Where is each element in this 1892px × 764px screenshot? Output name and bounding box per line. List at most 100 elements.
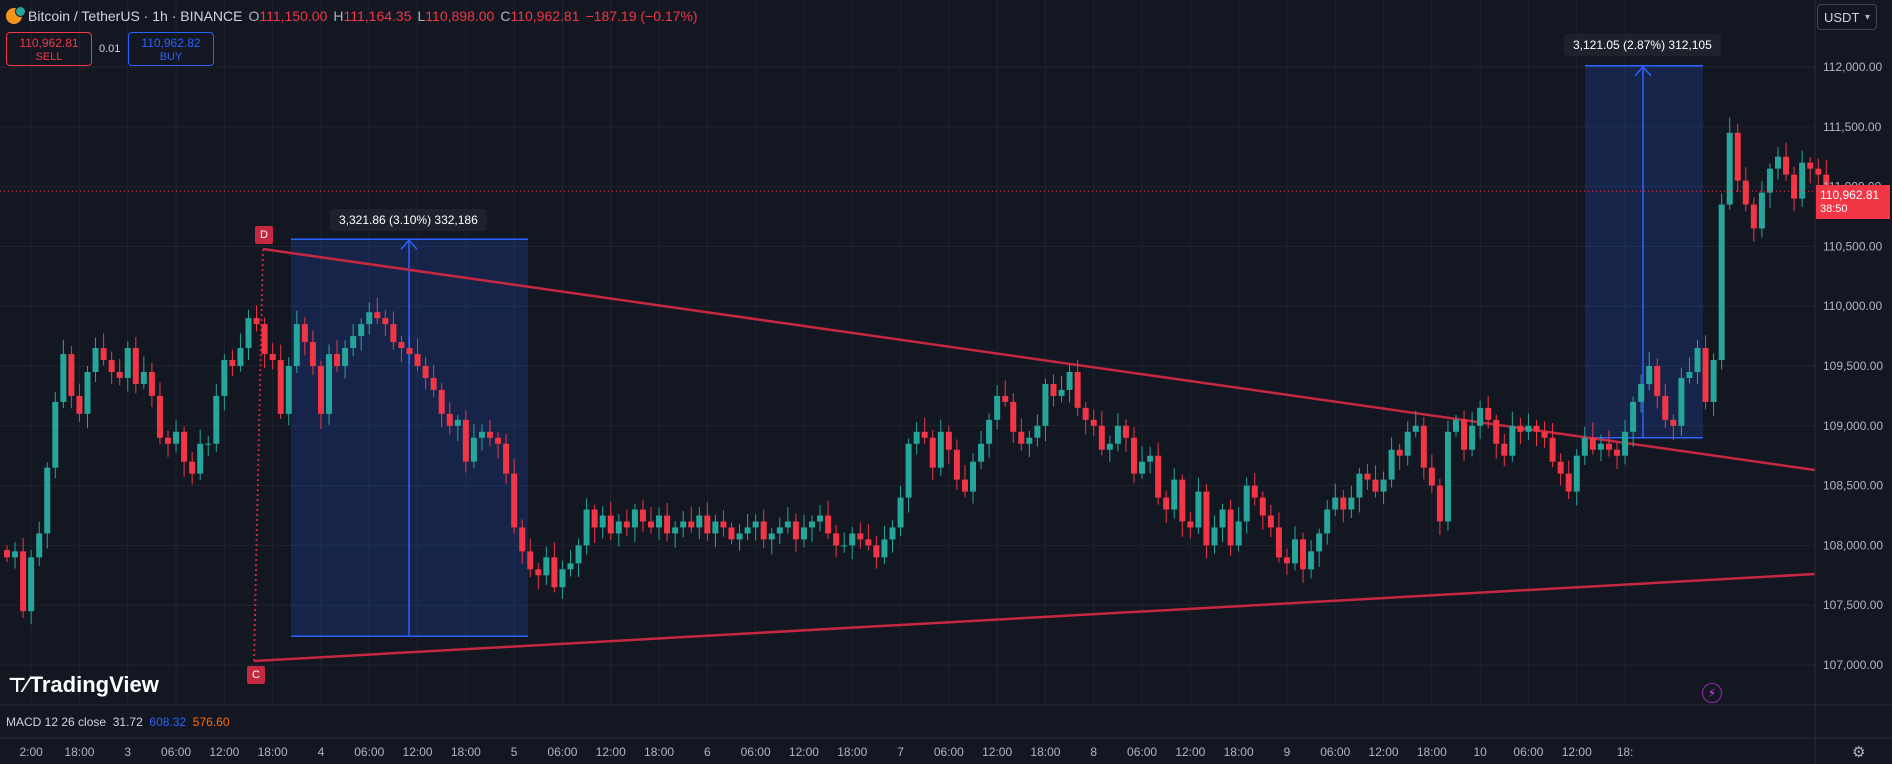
time-tick-label: 6 (704, 745, 711, 759)
candle-body (1388, 449, 1395, 480)
candle-body (68, 354, 75, 396)
measure-label-2[interactable]: 3,121.05 (2.87%) 312,105 (1564, 34, 1721, 56)
candle-body (1485, 407, 1492, 420)
candle-body (953, 449, 960, 480)
buy-button[interactable]: 110,962.82 BUY (128, 32, 214, 66)
candle-body (784, 521, 791, 528)
candle-body (382, 318, 389, 325)
candle-body (253, 318, 260, 325)
last-price-tag: 110,962.81 38:50 (1816, 185, 1890, 219)
measure-arrowhead (400, 239, 418, 250)
currency-select[interactable]: USDT ▾ (1817, 4, 1877, 30)
candle-body (1042, 383, 1049, 426)
candle-body (776, 527, 783, 534)
candle-body (1581, 437, 1588, 456)
candle-body (800, 527, 807, 540)
candle-body (438, 389, 445, 414)
candle-body (639, 509, 646, 522)
time-tick-label: 12:00 (1175, 745, 1205, 759)
time-tick-label: 7 (897, 745, 904, 759)
high-value: 111,164.35 (343, 8, 412, 24)
time-tick-label: 06:00 (741, 745, 771, 759)
macd-legend[interactable]: MACD 12 26 close 31.72 608.32 576.60 (6, 715, 230, 729)
buy-price: 110,962.82 (141, 36, 201, 50)
candle-body (1549, 437, 1556, 462)
candle-body (1090, 419, 1097, 426)
settings-icon[interactable]: ⚙ (1852, 744, 1866, 761)
candle-body (1493, 419, 1500, 444)
candle-body (1404, 431, 1411, 456)
candle-body (511, 473, 518, 528)
candle-body (1517, 425, 1524, 432)
candle-body (1203, 491, 1210, 546)
point-c-label[interactable]: C (247, 666, 265, 684)
candle-body (60, 354, 67, 402)
candle-body (1219, 509, 1226, 528)
candle-body (1541, 431, 1548, 438)
time-tick-label: 06:00 (354, 745, 384, 759)
candle-body (148, 371, 155, 396)
symbol-title[interactable]: Bitcoin / TetherUS · 1h · BINANCE (28, 8, 243, 24)
price-tick-label: 112,000.00 (1823, 60, 1882, 74)
candle-body (1597, 443, 1604, 450)
candle-body (1509, 425, 1516, 456)
candle-body (245, 318, 252, 349)
candle-body (857, 533, 864, 540)
point-d-label[interactable]: D (255, 226, 273, 244)
time-tick-label: 06:00 (934, 745, 964, 759)
candle-body (615, 521, 622, 534)
candle-body (1775, 156, 1781, 169)
candle-body (623, 521, 630, 528)
candle-body (696, 515, 703, 528)
time-tick-label: 12:00 (596, 745, 626, 759)
bar-countdown: 38:50 (1820, 203, 1848, 215)
candle-body (1815, 168, 1822, 175)
candle-body (599, 515, 606, 528)
candle-body (841, 545, 848, 547)
candle-body (1332, 497, 1339, 510)
candle-body (752, 521, 759, 528)
candle-body (495, 437, 502, 444)
candle-body (736, 533, 743, 540)
candle-body (1710, 360, 1717, 402)
candle-body (1211, 527, 1218, 546)
candle-body (905, 443, 912, 498)
measure-label-1[interactable]: 3,321.86 (3.10%) 332,186 (330, 209, 487, 231)
candle-body (1243, 485, 1250, 522)
candle-body (28, 557, 35, 612)
candle-body (1235, 521, 1242, 546)
candle-body (1742, 180, 1749, 205)
time-tick-label: 4 (318, 745, 325, 759)
candle-body (1412, 425, 1419, 432)
candle-body (100, 348, 107, 361)
candle-body (1444, 431, 1451, 522)
candle-body (937, 431, 944, 468)
candle-body (865, 539, 872, 546)
time-tick-label: 8 (1090, 745, 1097, 759)
candle-body (1686, 371, 1693, 378)
lightning-icon[interactable]: ⚡ (1702, 683, 1722, 703)
price-tick-label: 107,000.00 (1823, 658, 1883, 672)
candle-body (1283, 557, 1290, 564)
low-value: 110,898.00 (425, 8, 495, 24)
candle-body (688, 521, 695, 528)
candle-body (1573, 455, 1580, 492)
candle-body (1187, 521, 1194, 528)
time-tick-label: 18:00 (64, 745, 94, 759)
candle-body (430, 377, 437, 390)
candle-body (1356, 473, 1363, 498)
candle-body (1010, 401, 1017, 432)
tradingview-logo[interactable]: ⊤⁄ TradingView (8, 672, 159, 698)
time-tick-label: 9 (1284, 745, 1291, 759)
upper-trendline (262, 247, 1816, 472)
sell-button[interactable]: 110,962.81 SELL (6, 32, 92, 66)
time-tick-label: 06:00 (161, 745, 191, 759)
candle-body (543, 557, 550, 576)
candle-body (390, 324, 397, 343)
candle-body (285, 366, 292, 414)
candle-body (1694, 348, 1701, 372)
candle-body (1557, 461, 1564, 474)
macd-signal: 608.32 (149, 715, 187, 729)
candle-body (1106, 443, 1113, 450)
